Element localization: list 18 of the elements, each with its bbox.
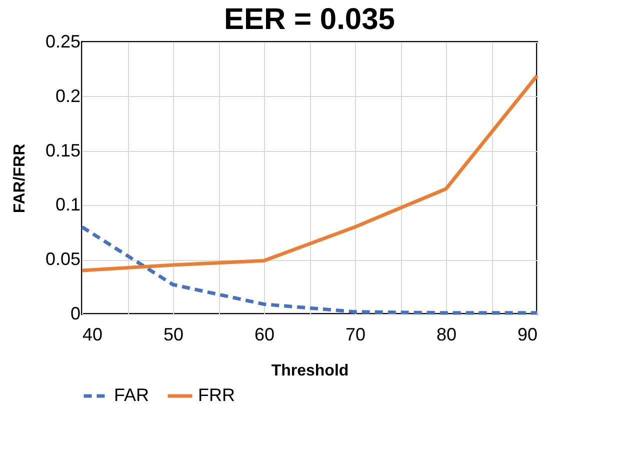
legend-label: FRR: [198, 385, 235, 405]
x-tick-label: 70: [345, 324, 366, 344]
x-axis-title: Threshold: [271, 362, 349, 380]
x-tick-label: 50: [163, 324, 184, 344]
y-tick-label: 0.05: [45, 249, 80, 270]
line-series: [80, 74, 539, 272]
chart-title: EER = 0.035: [224, 3, 395, 36]
y-tick-label: 0.25: [45, 32, 80, 52]
y-tick-label: 0.1: [55, 194, 80, 215]
y-axis-title: FAR/FRR: [11, 143, 28, 214]
x-tick-label: 80: [436, 324, 457, 344]
y-tick-label: 0: [70, 304, 80, 324]
x-tick-label: 90: [517, 324, 538, 344]
y-tick-label: 0.15: [45, 140, 80, 160]
x-tick-label: 40: [82, 324, 103, 344]
x-tick-label: 60: [254, 324, 275, 344]
legend-label: FAR: [114, 385, 150, 405]
y-tick-label: 0.2: [55, 86, 80, 106]
